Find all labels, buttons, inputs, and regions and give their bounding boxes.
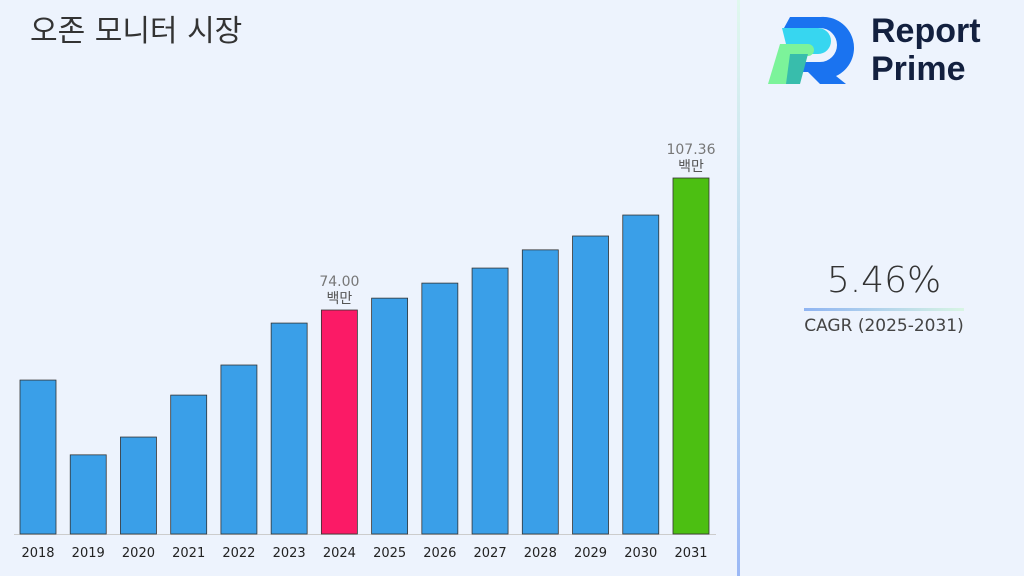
report-prime-logo-icon: [768, 16, 855, 84]
x-tick-label: 2031: [674, 546, 707, 561]
bar-2028: [521, 249, 559, 535]
bar-2022: [220, 364, 258, 535]
x-tick-label: 2027: [474, 546, 507, 561]
x-tick-label: 2028: [524, 546, 557, 561]
bar-2021: [170, 394, 208, 535]
bar-2018: [19, 379, 57, 535]
x-tick-label: 2021: [172, 546, 205, 561]
x-tick-label: 2018: [21, 546, 54, 561]
brand-line2: Prime: [871, 50, 966, 88]
chart-title: 오존 모니터 시장: [30, 14, 243, 49]
x-tick-label: 2025: [373, 546, 406, 561]
bar-2019: [69, 454, 107, 535]
bar-2029: [572, 235, 609, 535]
bar-2023: [270, 322, 308, 535]
x-tick-label: 2030: [624, 546, 657, 561]
cagr-underline: [804, 308, 964, 311]
bar-2027: [471, 267, 509, 535]
bar-2024: [320, 309, 358, 535]
x-tick-label: 2024: [323, 546, 356, 561]
bar-2020: [120, 436, 157, 535]
bar-2030: [622, 214, 660, 535]
data-label-unit: 백만: [326, 291, 352, 307]
brand-line1: Report: [871, 12, 981, 50]
x-tick-label: 2026: [423, 546, 456, 561]
bar-2026: [421, 282, 459, 535]
x-tick-label: 2029: [574, 546, 607, 561]
x-tick-label: 2022: [222, 546, 255, 561]
bar-2031: [672, 177, 710, 535]
bar-2025: [371, 297, 409, 535]
cagr-label: CAGR (2025-2031): [804, 316, 964, 336]
divider: [737, 0, 740, 576]
data-label-value: 107.36: [666, 142, 715, 158]
data-label-value: 74.00: [319, 274, 359, 290]
data-label-unit: 백만: [678, 159, 704, 175]
x-tick-label: 2020: [122, 546, 155, 561]
cagr-value: 5.46%: [826, 260, 942, 301]
x-tick-label: 2019: [72, 546, 105, 561]
brand-name: Report Prime: [871, 12, 981, 88]
x-tick-label: 2023: [273, 546, 306, 561]
